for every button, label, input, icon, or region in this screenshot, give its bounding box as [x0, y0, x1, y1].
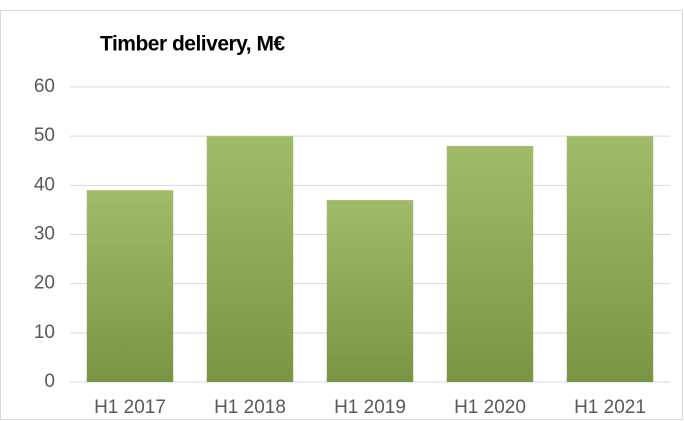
bar-shade: [446, 146, 534, 382]
x-tick-label: H1 2020: [454, 397, 526, 418]
chart-title: Timber delivery, M€: [100, 33, 285, 56]
y-tick-label: 0: [44, 371, 55, 392]
y-tick-label: 20: [34, 273, 55, 294]
x-tick-label: H1 2017: [94, 397, 166, 418]
y-tick-label: 50: [34, 125, 55, 146]
x-tick-label: H1 2019: [334, 397, 406, 418]
y-tick-label: 30: [34, 224, 55, 245]
bar-shade: [206, 136, 294, 382]
x-tick-label: H1 2021: [574, 397, 646, 418]
x-tick-label: H1 2018: [214, 397, 286, 418]
y-tick-label: 40: [34, 174, 55, 195]
bar-shade: [326, 200, 414, 382]
bar-shade: [566, 136, 654, 382]
y-tick-label: 10: [34, 322, 55, 343]
bar-shade: [86, 190, 174, 382]
y-tick-label: 60: [34, 76, 55, 97]
